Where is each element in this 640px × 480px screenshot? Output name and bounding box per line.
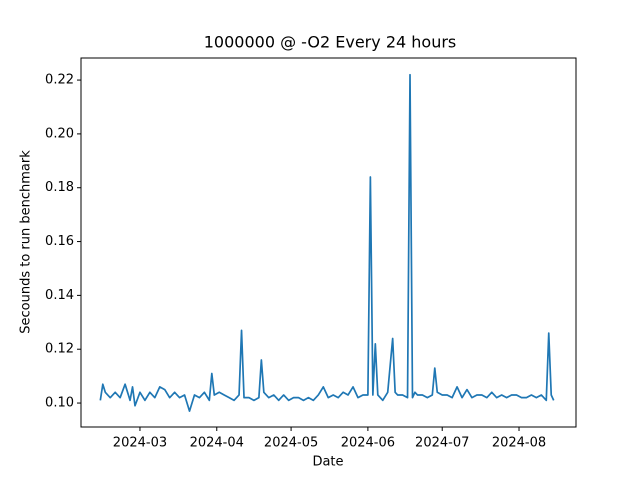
y-axis-label: Secounds to run benchmark — [19, 150, 34, 334]
y-tick-label: 0.10 — [45, 396, 74, 411]
y-tick-label: 0.20 — [45, 126, 74, 141]
plot-frame — [80, 57, 577, 428]
y-tick-label: 0.14 — [45, 288, 74, 303]
data-line — [99, 73, 555, 412]
y-tick-label: 0.16 — [45, 234, 74, 249]
x-tick-label: 2024-05 — [264, 436, 318, 451]
y-tick-label: 0.18 — [45, 180, 74, 195]
y-tick-label: 0.22 — [45, 73, 74, 88]
x-tick-label: 2024-08 — [492, 436, 546, 451]
x-tick-label: 2024-06 — [341, 436, 395, 451]
x-tick-label: 2024-04 — [190, 436, 244, 451]
x-tick-label: 2024-07 — [415, 436, 469, 451]
y-tick-label: 0.12 — [45, 342, 74, 357]
chart-title: 1000000 @ -O2 Every 24 hours — [204, 33, 457, 52]
x-axis-label: Date — [312, 455, 343, 470]
x-tick-label: 2024-03 — [113, 436, 167, 451]
